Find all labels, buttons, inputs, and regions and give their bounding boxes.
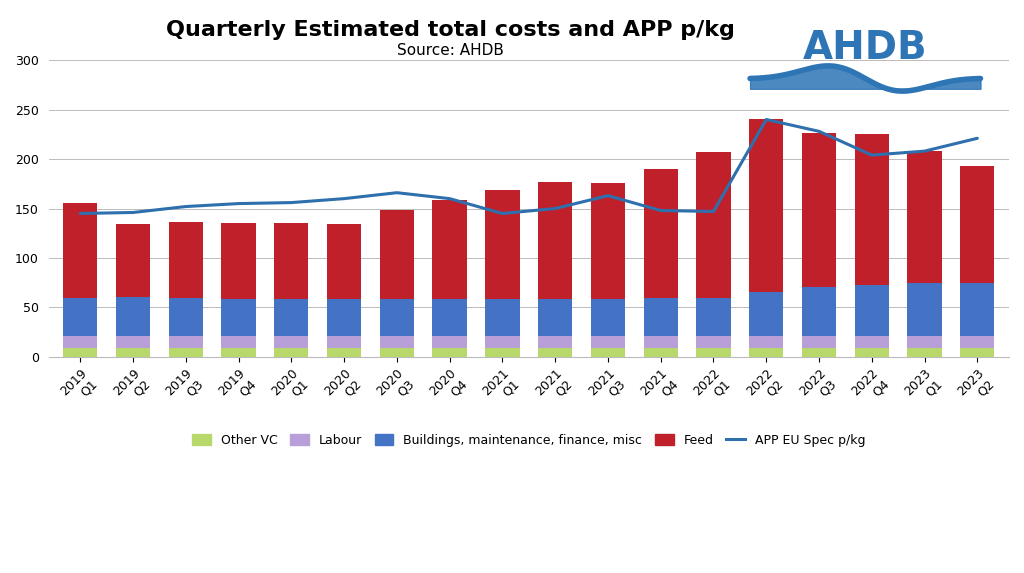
Bar <box>274 336 308 348</box>
Bar <box>485 190 519 299</box>
Text: Quarterly Estimated total costs and APP p/kg: Quarterly Estimated total costs and APP … <box>166 20 735 40</box>
Bar <box>750 292 783 336</box>
Bar <box>750 336 783 348</box>
Bar <box>855 134 889 285</box>
Bar <box>380 210 414 299</box>
Bar <box>274 348 308 357</box>
Bar <box>485 336 519 348</box>
Bar <box>591 299 625 336</box>
Text: AHDB: AHDB <box>803 29 928 66</box>
Bar <box>961 282 994 336</box>
Bar <box>380 299 414 336</box>
Bar <box>327 348 361 357</box>
Bar <box>961 336 994 348</box>
Bar <box>855 336 889 348</box>
Bar <box>855 348 889 357</box>
Bar <box>591 336 625 348</box>
Bar <box>643 336 678 348</box>
Bar <box>274 299 308 336</box>
Bar <box>432 199 467 299</box>
Bar <box>961 348 994 357</box>
Bar <box>696 152 731 297</box>
Bar <box>380 336 414 348</box>
Bar <box>274 223 308 299</box>
Bar <box>221 223 256 299</box>
Bar <box>643 348 678 357</box>
Bar <box>643 169 678 297</box>
Legend: Other VC, Labour, Buildings, maintenance, finance, misc, Feed, APP EU Spec p/kg: Other VC, Labour, Buildings, maintenance… <box>187 429 870 452</box>
Bar <box>169 222 203 297</box>
Bar <box>116 297 151 336</box>
Bar <box>327 299 361 336</box>
Bar <box>221 348 256 357</box>
Bar <box>327 225 361 299</box>
Text: Source: AHDB: Source: AHDB <box>397 43 504 58</box>
Bar <box>169 336 203 348</box>
Bar <box>221 336 256 348</box>
Bar <box>696 336 731 348</box>
Bar <box>750 348 783 357</box>
Bar <box>802 286 837 336</box>
Bar <box>696 348 731 357</box>
Bar <box>591 183 625 299</box>
Bar <box>538 182 572 299</box>
Bar <box>538 299 572 336</box>
Bar <box>591 348 625 357</box>
Bar <box>907 151 942 282</box>
Bar <box>63 348 97 357</box>
Bar <box>907 348 942 357</box>
Bar <box>116 348 151 357</box>
Bar <box>63 203 97 297</box>
Bar <box>116 336 151 348</box>
Bar <box>63 297 97 336</box>
Bar <box>169 348 203 357</box>
Bar <box>961 166 994 282</box>
Bar <box>907 282 942 336</box>
Bar <box>432 348 467 357</box>
Bar <box>63 336 97 348</box>
Bar <box>802 134 837 286</box>
Bar <box>802 336 837 348</box>
Bar <box>169 297 203 336</box>
Bar <box>538 348 572 357</box>
Bar <box>485 348 519 357</box>
Bar <box>221 299 256 336</box>
Bar <box>327 336 361 348</box>
Bar <box>538 336 572 348</box>
Bar <box>696 297 731 336</box>
Bar <box>432 336 467 348</box>
Bar <box>116 225 151 297</box>
Bar <box>907 336 942 348</box>
Bar <box>380 348 414 357</box>
Bar <box>485 299 519 336</box>
Bar <box>750 120 783 292</box>
Bar <box>855 285 889 336</box>
Bar <box>432 299 467 336</box>
Bar <box>802 348 837 357</box>
Bar <box>643 297 678 336</box>
